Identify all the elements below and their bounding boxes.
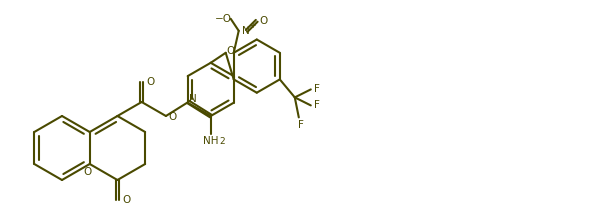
Text: F: F xyxy=(314,100,320,110)
Text: O: O xyxy=(84,167,92,177)
Text: F: F xyxy=(314,84,320,94)
Text: O: O xyxy=(227,46,235,56)
Text: N: N xyxy=(190,94,197,104)
Text: F: F xyxy=(298,120,304,130)
Text: −O: −O xyxy=(215,14,232,24)
Text: NH: NH xyxy=(203,136,218,146)
Text: N: N xyxy=(242,26,249,36)
Text: 2: 2 xyxy=(219,138,224,147)
Text: O: O xyxy=(169,112,177,122)
Text: O: O xyxy=(123,195,130,205)
Text: O: O xyxy=(260,16,268,26)
Text: O: O xyxy=(147,77,155,87)
Text: +: + xyxy=(249,21,256,30)
